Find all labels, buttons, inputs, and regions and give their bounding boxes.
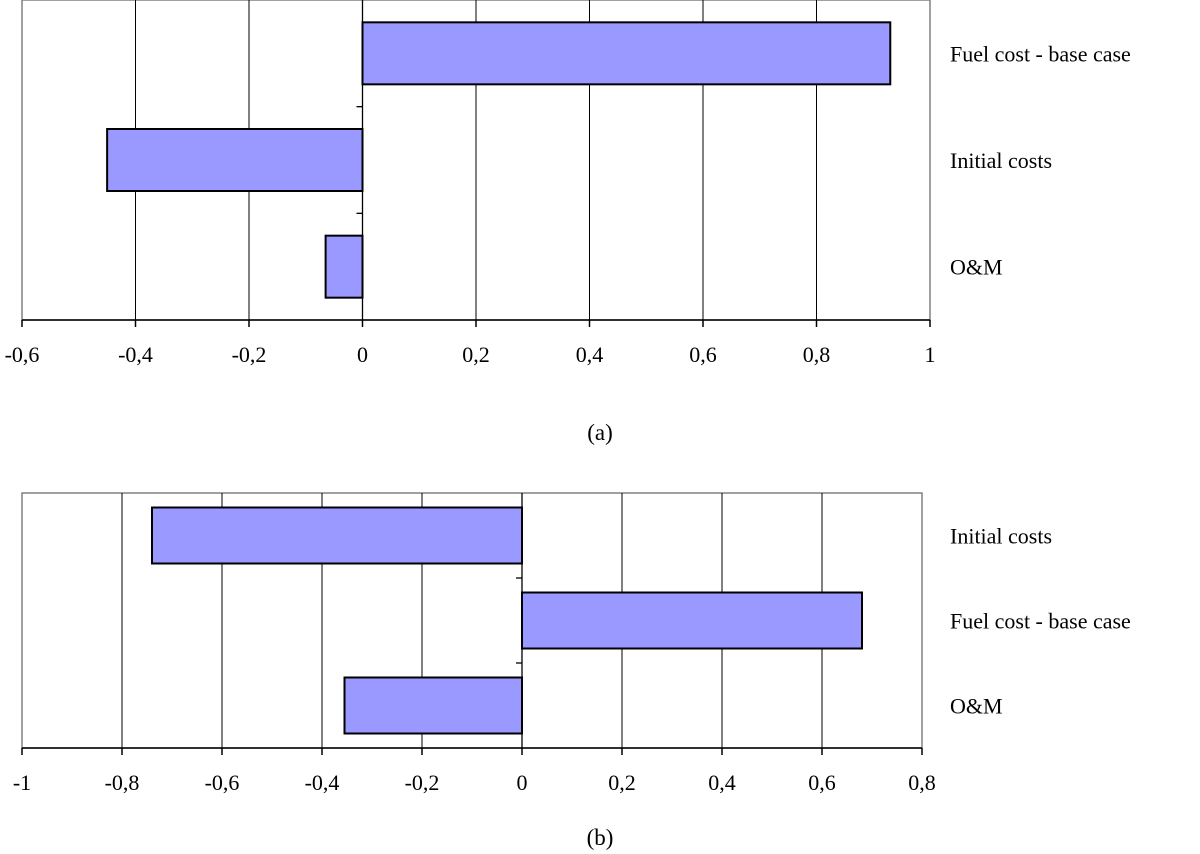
x-tick-label-a-4: 0,2	[462, 342, 490, 367]
x-tick-label-b-3: -0,4	[305, 770, 340, 795]
x-tick-label-b-4: -0,2	[405, 770, 440, 795]
x-tick-label-a-5: 0,4	[576, 342, 604, 367]
bar-b-0	[151, 506, 523, 565]
x-tick-label-a-2: -0,2	[232, 342, 267, 367]
caption-a: (a)	[587, 420, 613, 445]
x-tick-label-a-0: -0,6	[5, 342, 40, 367]
chart-b: Initial costs Fuel cost - base case O&M -1 -…	[13, 492, 1131, 850]
x-tick-label-b-8: 0,6	[808, 770, 836, 795]
x-tick-label-a-1: -0,4	[118, 342, 153, 367]
x-tick-label-a-3: 0	[357, 342, 368, 367]
x-tick-label-a-6: 0,6	[689, 342, 717, 367]
x-tick-label-b-5: 0	[517, 770, 528, 795]
category-label-a-0: Fuel cost - base case	[950, 41, 1131, 66]
category-label-b-0: Initial costs	[950, 524, 1052, 549]
x-tick-label-b-7: 0,4	[708, 770, 736, 795]
bar-b-1	[521, 591, 863, 650]
category-label-a-1: Initial costs	[950, 148, 1052, 173]
x-tick-label-b-6: 0,2	[608, 770, 636, 795]
category-label-a-2: O&M	[950, 255, 1003, 280]
x-tick-label-b-9: 0,8	[908, 770, 936, 795]
bar-a-0	[361, 21, 892, 86]
x-tick-label-b-0: -1	[13, 770, 31, 795]
category-label-b-2: O&M	[950, 694, 1003, 719]
category-label-b-1: Fuel cost - base case	[950, 609, 1131, 634]
chart-a: Fuel cost - base case Initial costs O&M -0,…	[5, 0, 1131, 445]
bar-a-1	[106, 128, 364, 192]
x-tick-label-b-2: -0,6	[205, 770, 240, 795]
bar-a-2	[324, 234, 364, 299]
x-tick-label-a-8: 1	[925, 342, 936, 367]
caption-b: (b)	[587, 825, 614, 850]
x-tick-label-a-7: 0,8	[803, 342, 831, 367]
bar-b-2	[343, 676, 523, 735]
x-tick-label-b-1: -0,8	[105, 770, 140, 795]
